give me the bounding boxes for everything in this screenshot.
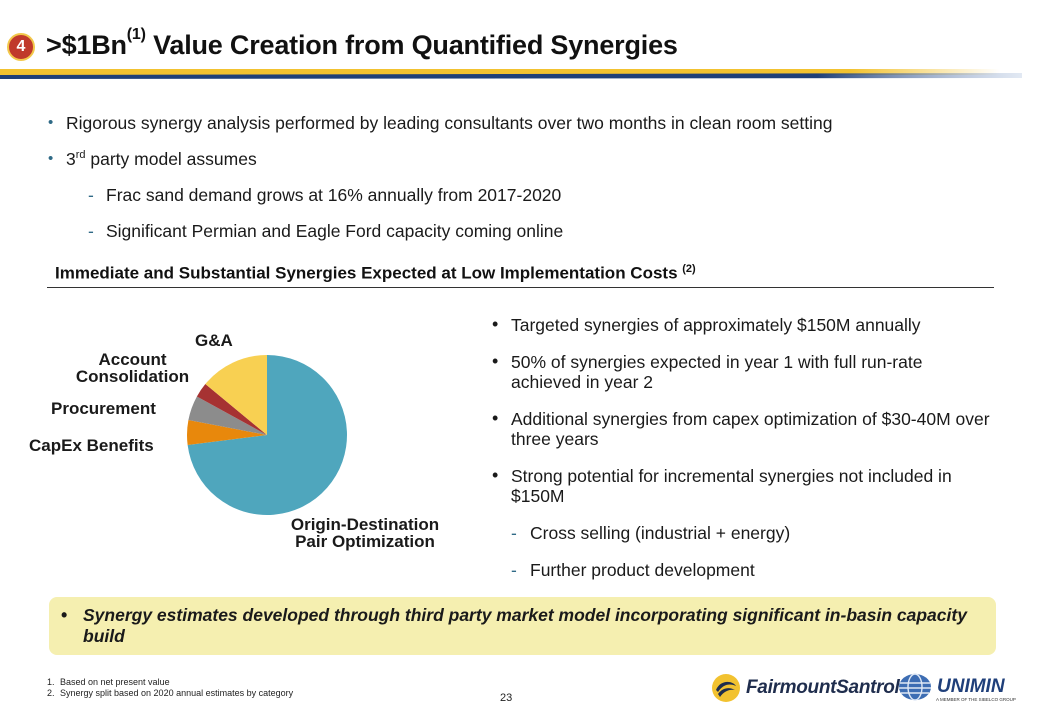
callout-bullet-icon: • [61,605,68,625]
page-title: >$1Bn(1) Value Creation from Quantified … [46,26,678,60]
pie-label-account: Account Consolidation [75,350,190,386]
detail-bullet: Targeted synergies of approximately $150… [492,314,992,335]
intro-sub-bullet: Frac sand demand grows at 16% annually f… [48,185,1008,206]
section-divider [47,287,994,288]
intro-bullets: Rigorous synergy analysis performed by l… [48,113,1008,257]
detail-bullet: 50% of synergies expected in year 1 with… [492,351,992,392]
pie-slice-origin-destination-pair-optimization [187,355,347,515]
detail-sub-bullet: Further product development [492,560,992,580]
pie-svg [187,355,347,515]
pie-slice-g-a [205,355,267,435]
pie-slice-procurement [188,396,267,435]
fairmount-wordmark: FairmountSantrol [746,677,900,698]
footnote: 1. Based on net present value [47,677,170,687]
synergy-pie-chart: G&A Account Consolidation Procurement Cap… [0,300,470,560]
unimin-tagline: A MEMBER OF THE SIBELCO GROUP [936,697,1016,702]
pie-slice-account-consolidation [196,384,267,435]
callout-box: • Synergy estimates developed through th… [49,597,996,655]
fairmount-santrol-logo: FairmountSantrol [710,672,900,704]
detail-bullet: Additional synergies from capex optimiza… [492,408,992,449]
callout-text: Synergy estimates developed through thir… [83,605,967,646]
intro-sub-bullet: Significant Permian and Eagle Ford capac… [48,221,1008,242]
pie-slice-capex-benefits [187,420,267,446]
footnotes: 1. Based on net present value 2. Synergy s… [47,677,293,699]
section-heading: Immediate and Substantial Synergies Expe… [55,263,696,283]
unimin-globe-icon [899,673,931,701]
detail-bullet: Strong potential for incremental synergi… [492,465,992,506]
page-number: 23 [500,692,513,704]
pie-label-ga: G&A [195,331,233,350]
fairmount-swirl-icon [712,674,740,702]
title-underline-bar [0,69,1022,79]
intro-bullet: 3rd party model assumes [48,149,1008,170]
detail-sub-bullet: Cross selling (industrial + energy) [492,523,992,543]
pie-label-procurement: Procurement [51,399,156,418]
pie-label-capex: CapEx Benefits [29,436,154,455]
unimin-logo: UNIMIN A MEMBER OF THE SIBELCO GROUP [897,672,1016,702]
pie-label-origin-destination: Origin-Destination Pair Optimization [290,515,440,551]
section-number-badge: 4 [7,33,35,61]
footnote: 2. Synergy split based on 2020 annual est… [47,688,294,698]
unimin-wordmark: UNIMIN [937,676,1005,697]
synergy-detail-bullets: Targeted synergies of approximately $150… [492,314,992,597]
intro-bullet: Rigorous synergy analysis performed by l… [48,113,1008,134]
